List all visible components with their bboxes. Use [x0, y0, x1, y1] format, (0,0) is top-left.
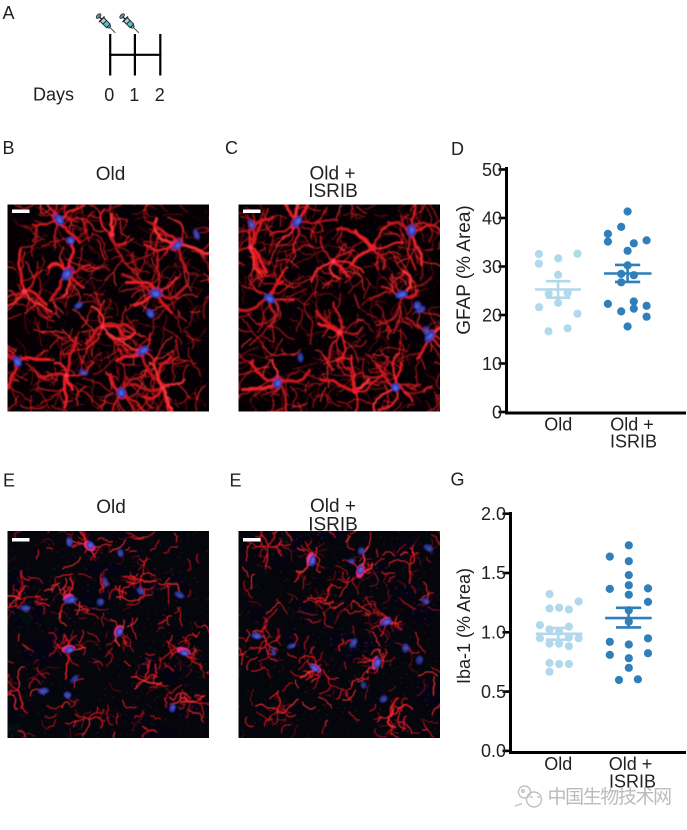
- svg-text:Old: Old: [544, 415, 572, 435]
- svg-text:Old +: Old +: [609, 754, 653, 774]
- svg-text:ISRIB: ISRIB: [308, 515, 358, 536]
- svg-text:B: B: [3, 138, 15, 158]
- svg-text:1: 1: [129, 85, 139, 105]
- svg-text:中国生物技术网: 中国生物技术网: [548, 786, 672, 808]
- svg-text:ISRIB: ISRIB: [308, 181, 358, 202]
- svg-text:Old: Old: [544, 754, 572, 774]
- svg-text:30: 30: [482, 257, 502, 277]
- svg-text:Old +: Old +: [310, 496, 356, 517]
- svg-text:1.5: 1.5: [481, 563, 506, 583]
- svg-text:Old +: Old +: [610, 415, 654, 435]
- svg-text:Old +: Old +: [310, 164, 356, 185]
- svg-text:0.5: 0.5: [481, 682, 506, 702]
- svg-text:Days: Days: [33, 85, 74, 105]
- svg-text:20: 20: [482, 305, 502, 325]
- svg-text:2.0: 2.0: [481, 504, 506, 524]
- svg-text:E: E: [3, 471, 15, 491]
- svg-text:0: 0: [492, 402, 502, 422]
- svg-text:C: C: [225, 138, 238, 158]
- svg-text:2: 2: [155, 85, 165, 105]
- svg-text:1.0: 1.0: [481, 623, 506, 643]
- svg-text:50: 50: [482, 160, 502, 180]
- svg-text:Old: Old: [96, 164, 126, 185]
- svg-text:A: A: [3, 3, 15, 23]
- svg-text:GFAP (% Area): GFAP (% Area): [454, 205, 475, 335]
- svg-text:E: E: [230, 471, 242, 491]
- svg-text:0.0: 0.0: [481, 741, 506, 761]
- svg-text:10: 10: [482, 354, 502, 374]
- svg-text:D: D: [451, 139, 464, 159]
- svg-text:ISRIB: ISRIB: [610, 432, 657, 452]
- svg-text:ISRIB: ISRIB: [609, 772, 656, 792]
- svg-text:40: 40: [482, 208, 502, 228]
- svg-text:Old: Old: [96, 497, 126, 518]
- svg-text:0: 0: [104, 85, 114, 105]
- svg-text:Iba-1 (% Area): Iba-1 (% Area): [454, 568, 474, 684]
- svg-text:G: G: [451, 470, 465, 490]
